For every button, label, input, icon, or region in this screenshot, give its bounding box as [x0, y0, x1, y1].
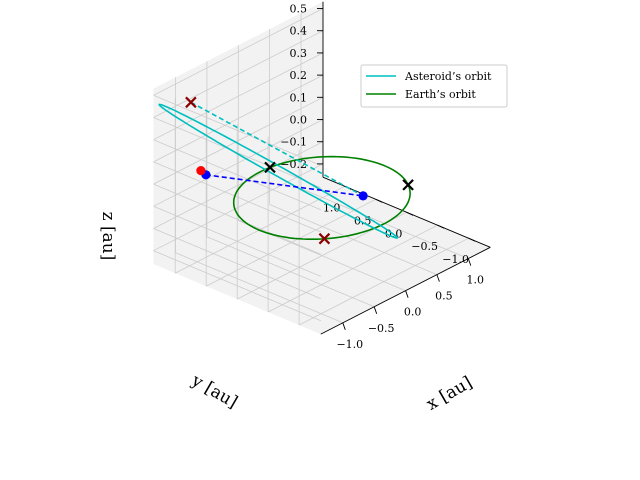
y-tick-mark — [406, 211, 414, 216]
y-tick-mark — [375, 198, 383, 203]
earth-orbit-line — [232, 155, 411, 240]
asteroid-orbit-line — [158, 103, 399, 239]
grid-line-z-back — [153, 52, 324, 141]
x-tick-label: 1.0 — [467, 274, 485, 287]
y-tick-mark — [437, 224, 445, 229]
grid-line-z-back — [153, 119, 324, 207]
grid-line-z-side — [153, 205, 321, 277]
z-tick-label: 0.3 — [290, 47, 308, 60]
plot-data — [158, 96, 414, 245]
x-tick-label: −1.0 — [336, 338, 363, 351]
axis-lines — [317, 1, 491, 335]
grid-line-z-back — [153, 30, 324, 118]
legend: Asteroid’s orbit Earth’s orbit — [360, 64, 508, 108]
x-tick-mark — [405, 290, 409, 298]
x-axis-line — [320, 246, 491, 335]
x-tick-label: −0.5 — [368, 322, 395, 335]
grid-line-z-side — [153, 117, 321, 188]
x-tick-mark — [436, 274, 440, 282]
grid-line-y-floor — [267, 224, 438, 313]
legend-label-earth: Earth’s orbit — [405, 88, 476, 101]
grid-line-z-back — [153, 8, 324, 96]
x-tick-label: 0.0 — [404, 306, 422, 319]
grid-line-z-side — [153, 250, 321, 322]
z-tick-label: 0.4 — [290, 25, 308, 38]
grid-line-z-side — [153, 228, 321, 299]
asteroid-chord-line — [190, 101, 364, 197]
legend-label-asteroid: Asteroid’s orbit — [404, 70, 492, 83]
x-tick-mark — [467, 258, 472, 266]
grid-line-z-back — [153, 96, 324, 185]
y-axis-label: y [au] — [187, 370, 241, 413]
x-axis-label: x [au] — [423, 373, 476, 415]
grid-line-z-side — [153, 183, 321, 255]
cross-earth-left-stroke-b — [264, 161, 276, 174]
cross-asteroid-top-stroke-b — [185, 96, 197, 109]
point-departure — [358, 191, 368, 201]
grid-line-z-side — [153, 94, 321, 166]
z-tick-label: 0.2 — [290, 69, 308, 82]
point-red — [196, 166, 206, 176]
transfer-leg-line — [205, 174, 364, 197]
grid-line-z-side — [153, 139, 321, 211]
cross-earth-front-stroke-b — [402, 179, 414, 191]
z-tick-label: −0.1 — [280, 136, 307, 149]
cross-earth-back-stroke-b — [318, 232, 331, 245]
grid-line-z-back — [153, 74, 324, 163]
grid-line-z-back — [153, 141, 324, 229]
z-tick-label: 0.5 — [290, 3, 308, 16]
grid-line-y-floor — [298, 237, 469, 326]
y-tick-label: −0.5 — [411, 240, 438, 253]
grid-line-z-back — [153, 163, 324, 252]
z-tick-label: 0.1 — [290, 91, 308, 104]
z-tick-label: 0.0 — [290, 114, 308, 127]
x-tick-mark — [342, 322, 346, 330]
grid-line-z-side — [153, 161, 321, 233]
y-tick-mark — [468, 237, 476, 242]
legend-box — [360, 64, 508, 108]
y-tick-label: −1.0 — [442, 253, 469, 266]
x-tick-mark — [373, 306, 378, 314]
z-axis-label: z [au] — [98, 212, 118, 261]
x-tick-label: 0.5 — [435, 290, 453, 303]
